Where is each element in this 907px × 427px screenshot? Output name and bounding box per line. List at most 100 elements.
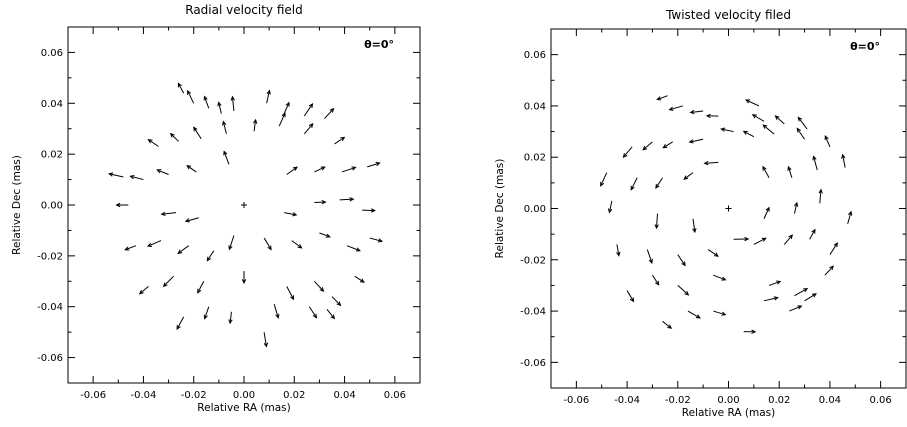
vector-head (308, 102, 314, 108)
vector-head (222, 120, 227, 126)
velocity-vector (177, 245, 189, 255)
vector-head (292, 166, 298, 171)
velocity-vector (286, 286, 295, 301)
vector-shaft (829, 242, 838, 255)
chart-panel-2: Twisted velocity filed Relative RA (mas) R… (494, 8, 907, 419)
vector-head (228, 245, 233, 251)
vector-head (818, 188, 823, 194)
velocity-vector (184, 217, 199, 223)
vector-shaft (745, 99, 760, 107)
vector-shaft (326, 308, 335, 319)
vector-shaft (804, 293, 817, 302)
vector-shaft (197, 281, 205, 294)
vector-shaft (163, 275, 174, 287)
vector-head (607, 208, 613, 214)
vector-head (186, 165, 192, 170)
vector-shaft (223, 151, 230, 165)
vector-shaft (763, 207, 770, 219)
vector-head (336, 301, 342, 307)
vector-shaft (125, 245, 137, 251)
velocity-vector (687, 310, 701, 319)
velocity-vector (314, 166, 326, 173)
vector-shaft (273, 304, 279, 318)
velocity-vector (308, 306, 318, 319)
vector-head (177, 249, 183, 255)
vector-shaft (752, 114, 765, 122)
velocity-vector (616, 244, 621, 257)
velocity-vector (124, 245, 137, 251)
velocity-vector (847, 210, 853, 225)
vector-shaft (362, 209, 375, 212)
vector-shaft (176, 316, 185, 330)
vector-head (848, 210, 853, 216)
velocity-vector (642, 141, 653, 151)
y-tick-label: 0.06 (41, 48, 63, 59)
vector-shaft (655, 213, 658, 229)
vector-head (275, 313, 280, 319)
vector-head (108, 172, 114, 177)
x-tick-label: 0.04 (819, 395, 841, 406)
vector-head (206, 256, 212, 262)
y-tick-label: 0.00 (524, 204, 546, 215)
vector-head (762, 165, 767, 171)
vector-shaft (308, 306, 317, 318)
vector-head (355, 247, 361, 252)
velocity-vector (824, 265, 834, 276)
vector-shaft (824, 265, 834, 276)
vector-shaft (762, 166, 770, 178)
velocity-vector (303, 102, 314, 117)
vector-head (720, 127, 726, 132)
vector-shaft (185, 217, 199, 222)
velocity-vector (162, 275, 174, 288)
velocity-vector (228, 311, 233, 325)
velocity-vector (346, 245, 361, 252)
velocity-vector (129, 174, 144, 181)
vector-shaft (842, 154, 846, 168)
vector-shaft (341, 166, 356, 173)
vector-head (829, 265, 834, 271)
vector-shaft (186, 165, 197, 173)
vector-head (330, 314, 336, 320)
vector-head (667, 324, 673, 329)
vector-head (797, 116, 803, 122)
velocity-vector (841, 153, 846, 168)
vector-head (115, 202, 121, 208)
vector-head (662, 143, 668, 149)
velocity-vector (354, 275, 365, 283)
vector-head (197, 288, 202, 294)
vector-shaft (630, 177, 638, 190)
vector-head (668, 106, 674, 111)
vector-head (292, 212, 298, 217)
chart-title: Radial velocity field (185, 3, 303, 17)
vector-head (654, 280, 660, 286)
velocity-vector (655, 177, 663, 189)
velocity-vector (677, 285, 690, 296)
y-tick-label: -0.04 (520, 307, 546, 318)
velocity-vector (341, 166, 357, 173)
velocity-vector (720, 127, 734, 133)
velocity-vector (203, 306, 210, 320)
vector-head (308, 123, 314, 128)
velocity-vector (762, 124, 775, 135)
vector-shaft (775, 115, 785, 125)
vector-head (622, 153, 628, 158)
vector-head (721, 276, 727, 281)
vector-head (683, 175, 689, 180)
vector-shaft (204, 96, 210, 109)
velocity-vector (713, 274, 727, 281)
vector-head (656, 96, 662, 101)
y-axis-label: Relative Dec (mas) (11, 155, 23, 255)
chart-panel-1: Radial velocity field Relative RA (mas) Re… (11, 3, 421, 414)
vector-head (824, 135, 829, 141)
velocity-vector (266, 89, 271, 104)
vector-shaft (762, 124, 775, 135)
velocity-vector (662, 320, 673, 329)
vector-shaft (690, 110, 704, 113)
velocity-vector (263, 237, 272, 251)
vector-head (744, 236, 750, 242)
x-tick-label: 0.06 (384, 390, 406, 401)
velocity-vector (626, 290, 635, 303)
vector-shaft (608, 200, 613, 213)
velocity-vector (753, 237, 767, 245)
vector-shaft (813, 156, 818, 171)
